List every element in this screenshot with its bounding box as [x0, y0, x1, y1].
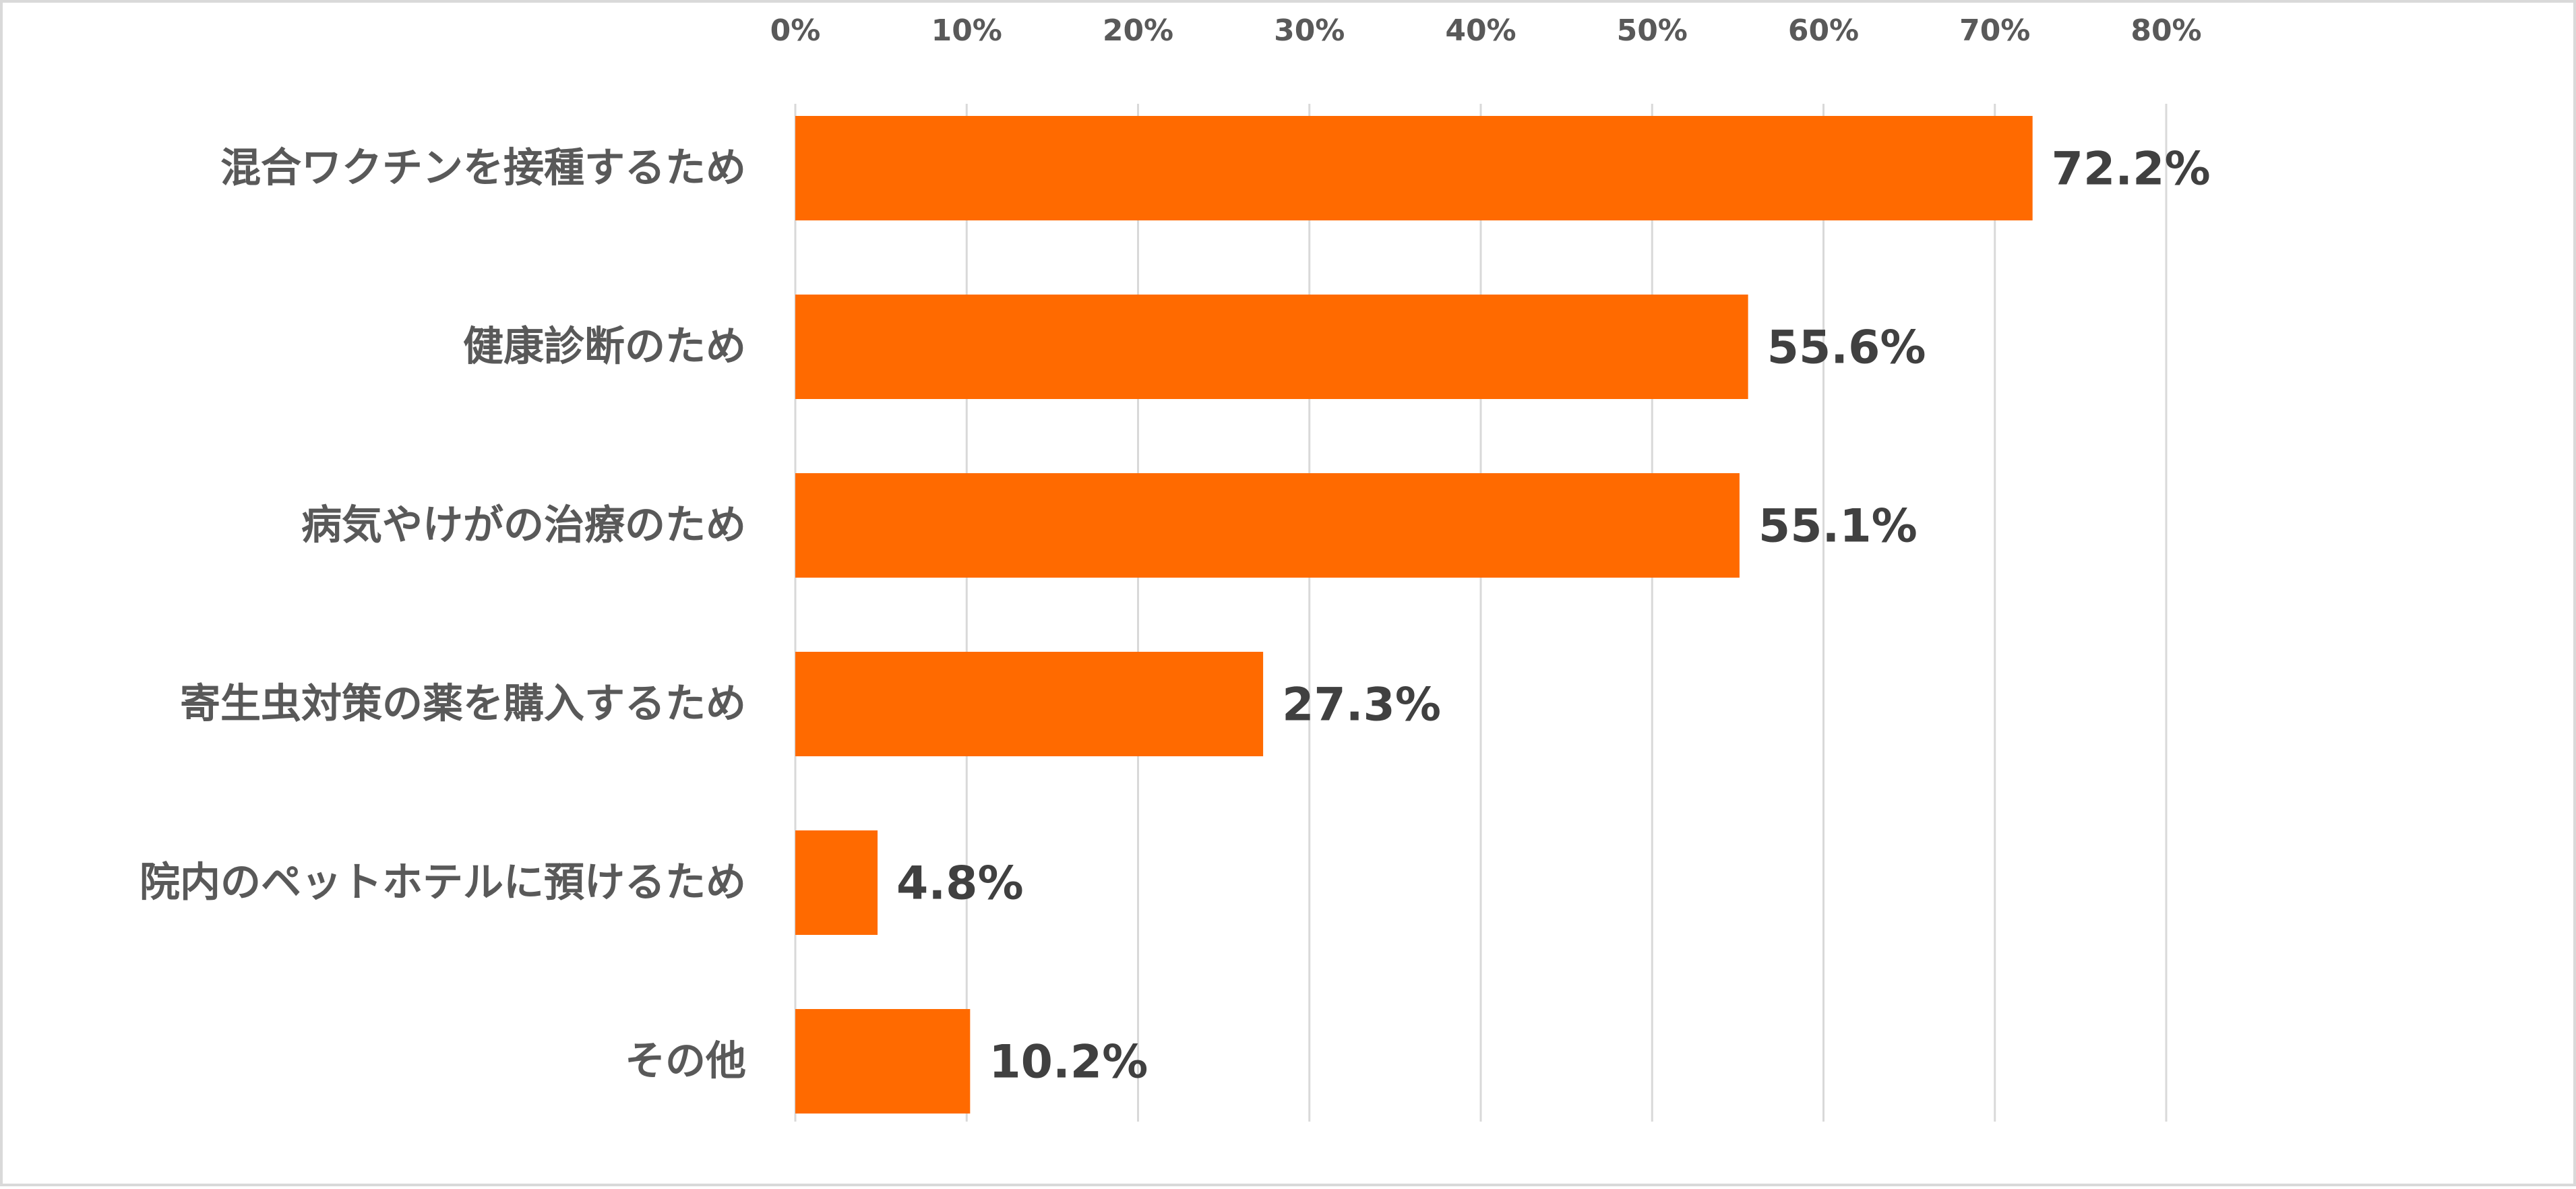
bar	[795, 295, 1748, 399]
x-tick-label: 40%	[1445, 13, 1516, 48]
category-label: 病気やけがの治療のため	[301, 502, 746, 549]
category-label: 健康診断のため	[463, 324, 746, 371]
data-label: 55.1%	[1758, 500, 1918, 553]
category-label: その他	[625, 1038, 746, 1085]
bars	[795, 116, 2033, 1114]
data-label: 55.6%	[1767, 322, 1926, 375]
data-label: 27.3%	[1282, 679, 1441, 732]
bar	[795, 652, 1264, 756]
data-labels: 72.2% 55.6% 55.1% 27.3% 4.8% 10.2%	[896, 143, 2211, 1089]
category-labels: 混合ワクチンを接種するため健康診断のため病気やけがの治療のため寄生虫対策の薬を購…	[140, 145, 746, 1085]
bar	[795, 473, 1740, 578]
x-tick-label: 80%	[2130, 13, 2201, 48]
x-tick-label: 60%	[1788, 13, 1859, 48]
category-label: 寄生虫対策の薬を購入するため	[180, 681, 746, 728]
x-tick-label: 10%	[931, 13, 1002, 48]
bar	[795, 830, 878, 935]
x-tick-label: 0%	[770, 13, 821, 48]
bar	[795, 1009, 971, 1114]
category-label: 院内のペットホテルに預けるため	[140, 859, 746, 907]
data-label: 10.2%	[989, 1036, 1148, 1089]
gridlines	[794, 104, 2168, 1122]
bar	[795, 116, 2033, 220]
x-tick-label: 50%	[1617, 13, 1688, 48]
x-tick-label: 20%	[1103, 13, 1173, 48]
data-label: 72.2%	[2052, 143, 2211, 196]
category-label: 混合ワクチンを接種するため	[220, 145, 746, 192]
x-axis-ticks: 0% 10% 20% 30% 40% 50% 60% 70% 80%	[770, 13, 2202, 48]
x-tick-label: 30%	[1274, 13, 1345, 48]
x-tick-label: 70%	[1959, 13, 2030, 48]
data-label: 4.8%	[896, 857, 1024, 911]
bar-chart: 0% 10% 20% 30% 40% 50% 60% 70% 80% 混合ワクチンを接種するため…	[140, 13, 2211, 1122]
